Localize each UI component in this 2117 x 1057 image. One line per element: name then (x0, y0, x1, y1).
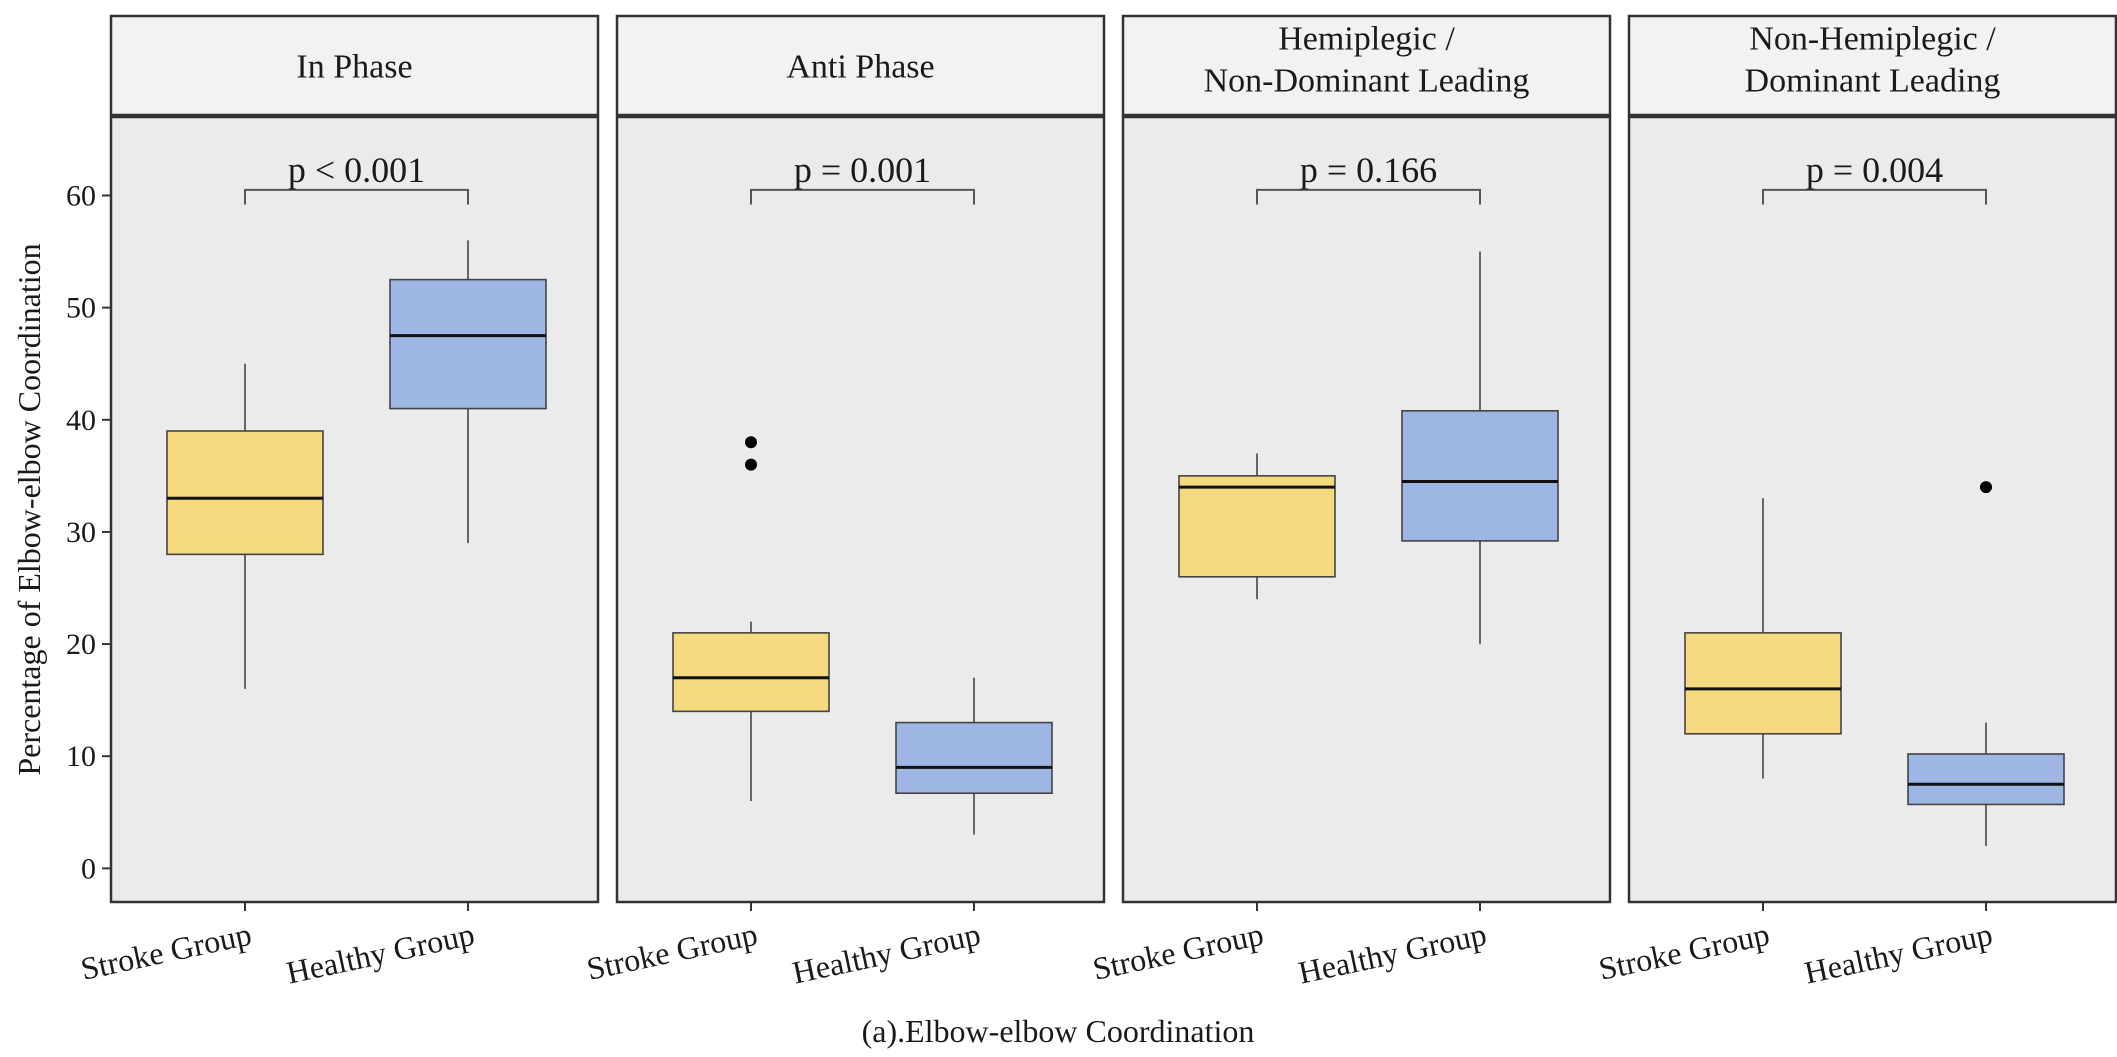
x-tick-label: Healthy Group (789, 916, 983, 991)
facet-strip (615, 14, 1106, 117)
facet-title: Anti Phase (786, 49, 934, 86)
outlier-point (745, 436, 757, 449)
facet-title: Dominant Leading (1745, 63, 2001, 100)
box-iqr (1684, 632, 1842, 735)
box-healthy-group (1907, 481, 2065, 846)
y-axis: 0 10 20 30 40 50 60 (66, 180, 111, 885)
x-tick-label: Stroke Group (1089, 916, 1266, 987)
facet-panel: Anti Phase p = 0.001 Stroke Group Healthy G… (583, 14, 1106, 991)
significance-bracket (1762, 188, 1987, 205)
box-iqr (166, 430, 324, 556)
facet-title: Hemiplegic / (1278, 21, 1455, 58)
box-healthy-group (895, 677, 1053, 835)
y-tick-label: 0 (81, 852, 96, 885)
facet-panel: Non-Hemiplegic / Dominant Leading p = 0.00… (1595, 14, 2117, 991)
x-tick-label: Stroke Group (1595, 916, 1772, 987)
y-tick-label: 50 (66, 292, 96, 325)
box-iqr (895, 721, 1053, 795)
y-tick-label: 30 (66, 516, 96, 549)
y-axis-label: Percentage of Elbow-elbow Coordination (11, 243, 47, 775)
box-iqr (1401, 410, 1559, 542)
significance-bracket (244, 188, 469, 205)
outlier-point (745, 458, 757, 471)
facet-title: Non-Dominant Leading (1204, 63, 1530, 100)
box-healthy-group (389, 240, 547, 544)
significance-bracket (1256, 188, 1481, 205)
x-tick-label: Healthy Group (1295, 916, 1489, 991)
box-stroke-group (1684, 498, 1842, 779)
facet-title: Non-Hemiplegic / (1749, 21, 1996, 58)
chart-caption: (a).Elbow-elbow Coordination (862, 1013, 1255, 1049)
x-tick-label: Stroke Group (583, 916, 760, 987)
facet-panel: In Phase p < 0.001 Stroke Group Healthy Gro… (77, 14, 600, 991)
p-value-label: p = 0.004 (1806, 150, 1943, 190)
box-iqr (672, 632, 830, 713)
facet-strip (109, 14, 600, 117)
box-iqr (1907, 753, 2065, 806)
box-stroke-group (672, 436, 830, 802)
x-tick-label: Healthy Group (1801, 916, 1995, 991)
p-value-label: p = 0.001 (794, 150, 931, 190)
outlier-point (1980, 481, 1992, 494)
x-tick-label: Stroke Group (77, 916, 254, 987)
box-stroke-group (166, 363, 324, 689)
box-iqr (389, 278, 547, 410)
x-tick-label: Healthy Group (283, 916, 477, 991)
box-healthy-group (1401, 251, 1559, 645)
y-tick-label: 10 (66, 740, 96, 773)
box-iqr (1178, 475, 1336, 578)
significance-bracket (750, 188, 975, 205)
box-stroke-group (1178, 453, 1336, 600)
facet-title: In Phase (296, 49, 412, 86)
y-tick-label: 60 (66, 180, 96, 213)
facet-panel: Hemiplegic / Non-Dominant Leading p = 0.16… (1089, 14, 1612, 991)
p-value-label: p < 0.001 (288, 150, 425, 190)
y-tick-label: 40 (66, 404, 96, 437)
facet-strip (1627, 14, 2117, 117)
y-tick-label: 20 (66, 628, 96, 661)
facet-strip (1121, 14, 1612, 117)
p-value-label: p = 0.166 (1300, 150, 1437, 190)
